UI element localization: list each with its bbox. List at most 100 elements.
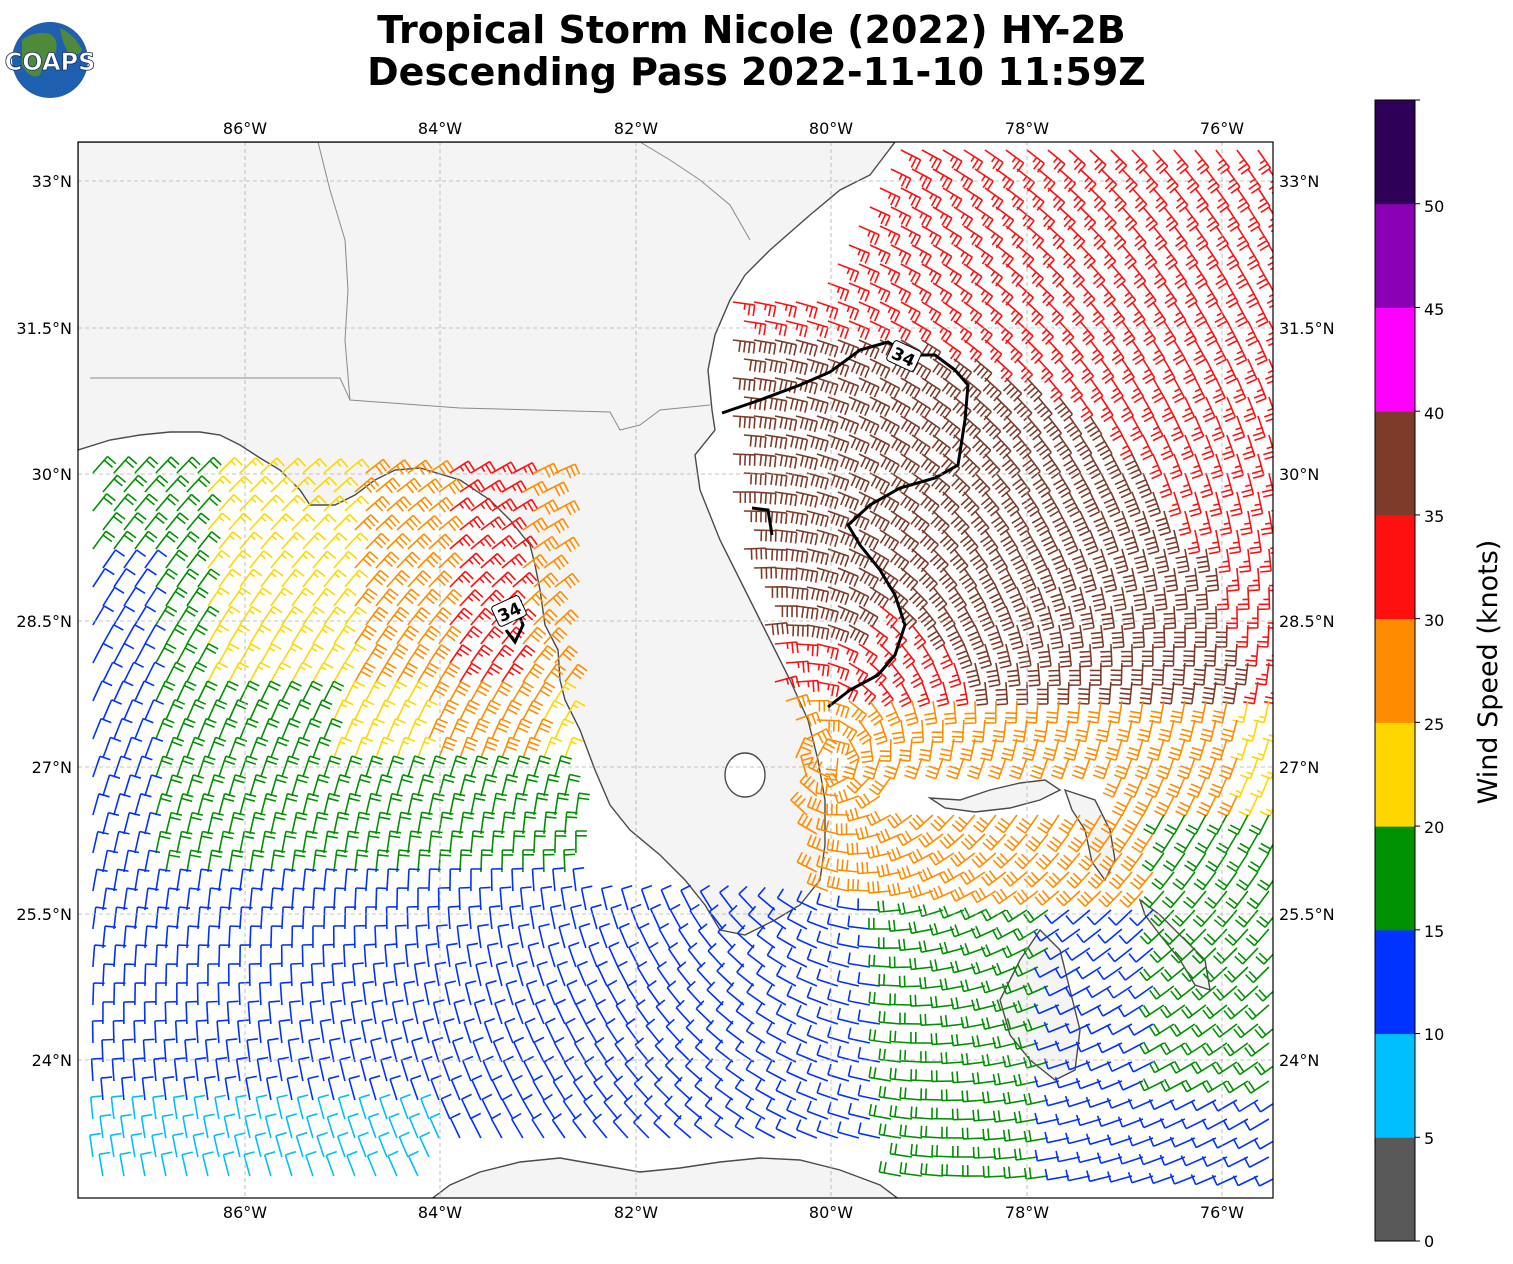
wind-barb [1188,491,1202,517]
wind-barb [827,396,850,416]
wind-barb [291,699,312,721]
wind-barb [186,699,207,721]
wind-barb [249,699,270,721]
wind-barb [144,474,169,493]
wind-barb [1003,1166,1027,1179]
wind-barb [501,773,519,797]
wind-barb [665,1018,682,1044]
wind-barb [1022,946,1049,960]
wind-barb [573,1036,587,1063]
wind-barb [1029,757,1049,780]
wind-barb [333,587,357,607]
wind-barb [1194,301,1208,328]
wind-barb [459,773,477,797]
wind-barb [989,586,1007,613]
colorbar-tick: 20 [1424,818,1444,837]
wind-barb [470,1112,482,1139]
wind-barb [507,942,519,968]
wind-barb [386,459,412,475]
wind-barb [1005,263,1024,288]
wind-barb [134,605,157,626]
colorbar-segment [1375,826,1415,931]
wind-barb [1010,548,1029,575]
wind-barb [961,1053,985,1066]
wind-barb [131,1095,144,1120]
wind-barb [949,548,969,574]
wind-barb [374,924,387,949]
wind-barb [921,415,941,439]
wind-barb [928,885,955,901]
wind-barb [1253,700,1270,724]
wind-barb [155,755,174,778]
wind-barb [785,434,809,451]
wind-barb [806,796,829,816]
wind-barb [113,944,127,968]
wind-barb [155,793,173,816]
wind-barb [919,976,943,990]
wind-barb [827,548,850,567]
wind-barb [1216,586,1230,611]
wind-barb [806,1100,829,1120]
wind-barb [202,1113,215,1139]
wind-barb [1208,529,1221,555]
wind-barb [1068,149,1087,174]
wind-barb [961,1090,985,1103]
wind-barb [1037,320,1054,345]
wind-barb [1140,434,1154,461]
wind-barb [806,1024,829,1044]
wind-barb [868,954,891,968]
wind-barb [795,643,819,657]
wind-barb [239,494,264,512]
wind-barb [837,1121,860,1139]
colorbar-tick: 5 [1424,1129,1434,1148]
wind-barb [387,1150,399,1177]
wind-barb [953,320,973,344]
wind-barb [554,499,581,516]
wind-barb [911,168,933,190]
wind-barb [974,282,994,306]
wind-barb [1182,643,1196,667]
wind-barb [774,641,799,654]
wind-barb [228,587,251,607]
lon-label: 84°W [418,1203,462,1222]
wind-barb [867,881,891,894]
wind-barb [511,1074,524,1101]
wind-barb [564,699,586,721]
wind-barb [449,680,471,702]
wind-barb [386,496,412,512]
wind-barb [930,1033,954,1046]
wind-barb [1243,396,1257,423]
wind-barb [470,792,487,816]
wind-barb [543,1055,556,1082]
wind-barb [197,830,214,854]
wind-barb [91,1020,104,1044]
wind-barb [678,922,692,949]
wind-barb [785,396,809,413]
wind-barb [305,1150,317,1177]
wind-barb [1226,244,1240,271]
wind-barb [286,1075,299,1101]
wind-barb [1134,510,1151,537]
wind-barb [207,699,228,721]
wind-barb [260,531,285,550]
wind-barb [924,700,938,726]
wind-barb [1256,225,1271,252]
wind-barb [1121,282,1137,308]
wind-barb [302,494,327,512]
wind-barb [533,499,560,515]
wind-barb [102,774,121,797]
wind-barb [1131,263,1147,289]
wind-barb [953,168,974,191]
wind-barb [155,982,167,1006]
wind-barb [1089,339,1105,365]
wind-barb [998,605,1015,632]
wind-barb [399,1093,411,1120]
wind-barb [1224,320,1238,347]
wind-barb [858,453,880,474]
wind-barb [362,980,375,1006]
wind-barb [144,512,168,531]
wind-barb [790,791,808,816]
wind-barb [122,1038,134,1063]
wind-barb [264,1113,277,1139]
wind-barb [176,680,197,702]
